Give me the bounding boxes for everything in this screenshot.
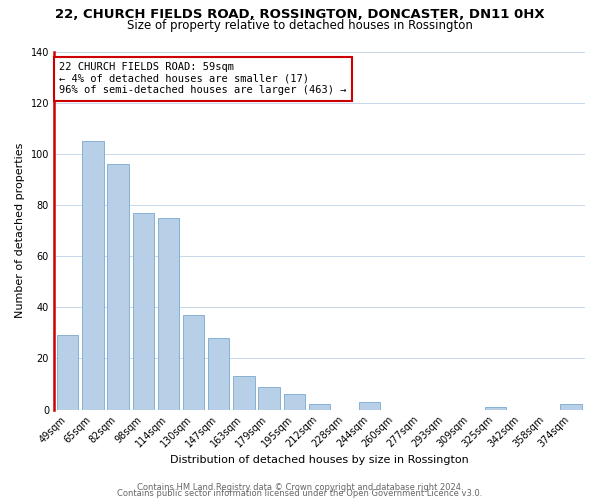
Text: Contains public sector information licensed under the Open Government Licence v3: Contains public sector information licen… <box>118 490 482 498</box>
Bar <box>208 338 229 409</box>
Bar <box>359 402 380 409</box>
Text: Contains HM Land Registry data © Crown copyright and database right 2024.: Contains HM Land Registry data © Crown c… <box>137 484 463 492</box>
Bar <box>259 386 280 409</box>
Bar <box>183 315 205 410</box>
Bar <box>233 376 254 410</box>
Bar <box>57 336 79 409</box>
X-axis label: Distribution of detached houses by size in Rossington: Distribution of detached houses by size … <box>170 455 469 465</box>
Text: 22, CHURCH FIELDS ROAD, ROSSINGTON, DONCASTER, DN11 0HX: 22, CHURCH FIELDS ROAD, ROSSINGTON, DONC… <box>55 8 545 20</box>
Bar <box>82 141 104 409</box>
Bar <box>133 212 154 410</box>
Bar <box>107 164 129 410</box>
Bar <box>485 407 506 410</box>
Text: 22 CHURCH FIELDS ROAD: 59sqm
← 4% of detached houses are smaller (17)
96% of sem: 22 CHURCH FIELDS ROAD: 59sqm ← 4% of det… <box>59 62 347 96</box>
Y-axis label: Number of detached properties: Number of detached properties <box>15 143 25 318</box>
Bar <box>158 218 179 410</box>
Bar <box>309 404 330 409</box>
Bar <box>560 404 582 409</box>
Text: Size of property relative to detached houses in Rossington: Size of property relative to detached ho… <box>127 18 473 32</box>
Bar <box>284 394 305 409</box>
